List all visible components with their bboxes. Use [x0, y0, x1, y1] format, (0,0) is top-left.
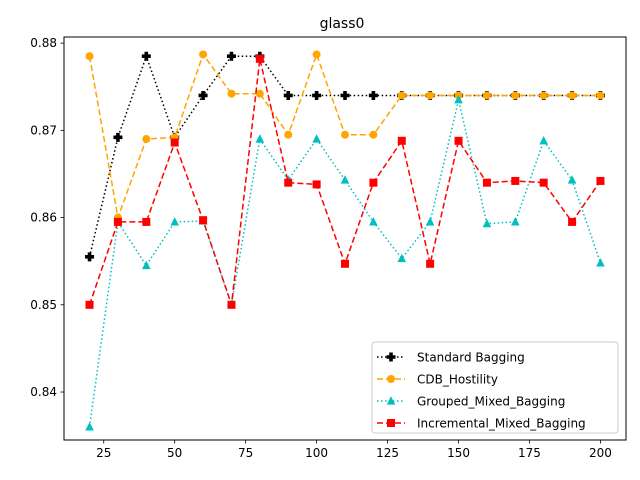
data-point-s1-11	[368, 90, 378, 100]
data-point-s4-17	[539, 178, 548, 187]
data-point-s2-11	[369, 130, 378, 139]
data-point-s1-10	[340, 90, 350, 100]
data-point-s1-6	[226, 51, 236, 61]
data-point-s3-11	[369, 217, 378, 226]
y-tick-label-1: 0.84	[30, 385, 57, 399]
data-point-s1-3	[141, 51, 151, 61]
data-point-s4-18	[568, 217, 577, 226]
data-point-s1-8	[283, 90, 293, 100]
data-point-s3-19	[596, 258, 605, 267]
legend-box	[371, 341, 619, 434]
data-point-s3-13	[425, 217, 435, 226]
x-tick-label-2: 50	[167, 446, 182, 460]
legend-marker-4	[387, 419, 395, 427]
data-point-s3-7	[255, 134, 265, 143]
x-tick-label-3: 75	[238, 446, 253, 460]
data-point-s2-6	[227, 89, 236, 98]
data-point-s3-15	[482, 218, 492, 228]
data-point-s3-3	[142, 260, 151, 270]
x-tick-label-6: 150	[447, 446, 470, 460]
x-tick-label-4: 100	[305, 446, 328, 460]
data-point-s2-5	[199, 50, 208, 59]
data-point-s2-17	[539, 91, 548, 100]
y-tick-label-4: 0.87	[30, 123, 57, 137]
data-point-s4-13	[426, 259, 435, 268]
data-point-s1-2	[113, 132, 123, 142]
axis-ticks: 25 50 75 100 125 150 175 200 0.84 0.85 0.86 0.87 0.8…	[30, 36, 612, 460]
data-point-s4-4	[170, 138, 179, 147]
data-point-s4-9	[312, 180, 321, 189]
data-point-s4-7	[255, 54, 264, 63]
legend-label-1: Standard Bagging	[417, 351, 525, 365]
data-point-s3-10	[340, 175, 350, 184]
data-point-s4-3	[142, 217, 151, 226]
axes-frame	[63, 36, 627, 441]
x-tick-label-8: 200	[589, 446, 612, 460]
y-tick-label-5: 0.88	[30, 36, 57, 50]
y-tick-label-2: 0.85	[30, 298, 57, 312]
data-point-s3-14	[454, 95, 463, 104]
data-point-s4-5	[199, 216, 208, 225]
legend: Standard Bagging CDB_Hostility Grouped_Mix…	[371, 341, 619, 434]
data-point-s3-17	[539, 136, 548, 145]
x-tick-label-5: 125	[376, 446, 399, 460]
data-point-s2-1	[85, 52, 94, 61]
data-point-s1-1	[85, 252, 95, 262]
data-point-s1-5	[198, 90, 208, 100]
data-point-s3-12	[397, 253, 407, 263]
data-point-s2-12	[397, 91, 406, 100]
legend-marker-3	[386, 396, 396, 405]
data-point-s2-8	[284, 130, 293, 139]
x-tick-label-7: 175	[518, 446, 541, 460]
data-point-s4-19	[596, 176, 605, 185]
data-point-s2-18	[568, 91, 577, 100]
y-tick-label-3: 0.86	[30, 211, 57, 225]
data-point-s1-9	[312, 90, 322, 100]
data-point-s4-6	[227, 300, 236, 309]
data-point-s4-8	[284, 178, 293, 187]
legend-marker-2	[387, 375, 395, 383]
data-point-s2-19	[596, 91, 605, 100]
data-point-s3-18	[567, 175, 577, 184]
chart-title: glass0	[320, 16, 365, 32]
data-point-s4-10	[341, 259, 349, 268]
data-point-s4-15	[482, 178, 491, 187]
data-point-s2-15	[482, 91, 491, 100]
data-point-s4-1	[85, 300, 94, 309]
legend-label-4: Incremental_Mixed_Bagging	[417, 417, 586, 431]
data-point-s4-14	[454, 136, 463, 145]
data-point-s3-16	[511, 217, 520, 226]
data-point-s2-9	[312, 50, 321, 59]
data-point-s3-9	[312, 134, 321, 143]
data-point-s2-10	[341, 130, 349, 139]
data-point-s4-12	[397, 136, 406, 145]
data-point-s2-16	[511, 91, 520, 100]
data-point-s2-7	[255, 89, 264, 98]
data-point-s2-13	[426, 91, 435, 100]
data-point-s3-4	[170, 217, 179, 226]
data-point-s4-11	[369, 178, 378, 187]
data-point-s4-16	[511, 176, 520, 185]
x-tick-label-1: 25	[96, 446, 111, 460]
legend-marker-1	[386, 352, 396, 362]
data-point-s4-2	[113, 217, 122, 226]
data-point-s2-3	[142, 135, 151, 144]
legend-label-3: Grouped_Mixed_Bagging	[417, 395, 565, 409]
series-line-1	[88, 53, 601, 257]
legend-label-2: CDB_Hostility	[417, 373, 498, 387]
data-point-s3-1	[85, 422, 94, 431]
plot-area	[85, 50, 605, 431]
